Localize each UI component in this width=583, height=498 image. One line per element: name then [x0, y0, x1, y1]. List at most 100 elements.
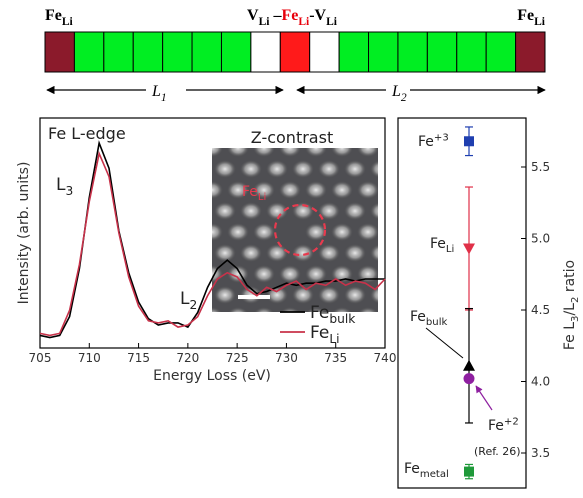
site-cell	[310, 32, 339, 72]
atom-column	[188, 118, 210, 136]
y-tick-label: 4.0	[531, 375, 550, 389]
length-label-sub: 2	[401, 92, 407, 104]
atom-column	[357, 223, 379, 241]
atom-column	[318, 286, 340, 304]
atom-column	[266, 160, 288, 178]
atom-column	[214, 244, 236, 262]
atom-column	[279, 307, 301, 325]
point-label-part: Fe	[404, 461, 420, 477]
point-label-sub: bulk	[426, 317, 448, 328]
atom-column	[396, 202, 418, 220]
atom-column	[331, 181, 353, 199]
point	[463, 360, 475, 371]
point	[463, 244, 475, 255]
x-axis-label: Energy Loss (eV)	[153, 368, 271, 384]
atom-column	[214, 118, 236, 136]
site-cell	[133, 32, 162, 72]
site-label-part: V	[315, 7, 327, 24]
atom-column	[266, 244, 288, 262]
atom-column	[344, 244, 366, 262]
atom-column	[383, 307, 405, 325]
legend-label-sub: bulk	[329, 312, 356, 326]
site-label-part: Fe	[45, 7, 62, 24]
atom-column	[370, 160, 392, 178]
atom-column	[253, 307, 275, 325]
pointer	[426, 328, 463, 358]
atom-column	[227, 139, 249, 157]
atom-column	[370, 244, 392, 262]
y-tick-label: 4.5	[531, 303, 550, 317]
point-label-sup: +2	[504, 416, 519, 427]
site-cell	[74, 32, 103, 72]
point-label: Fe+3	[418, 132, 449, 150]
atom-column	[227, 307, 249, 325]
atom-column	[279, 265, 301, 283]
site-label-sub: Li	[326, 16, 338, 28]
point-label-sub: metal	[420, 469, 449, 480]
x-tick-label: 705	[29, 351, 52, 365]
site-label-sub: Li	[534, 16, 546, 28]
point	[464, 373, 475, 384]
atom-column	[305, 265, 327, 283]
site-cell	[192, 32, 221, 72]
y-axis-label: Fe L3/L2 ratio	[562, 260, 581, 350]
peak-label-sub: 3	[65, 184, 73, 198]
x-tick-label: 720	[176, 351, 199, 365]
atom-column	[201, 307, 223, 325]
inset-label-part: Fe	[242, 184, 258, 200]
x-tick-label: 730	[275, 351, 298, 365]
point	[464, 136, 474, 146]
atom-column	[188, 244, 210, 262]
point-label: Femetal	[404, 461, 449, 480]
site-label: FeLi	[45, 7, 74, 28]
atom-column	[383, 181, 405, 199]
site-cell	[398, 32, 427, 72]
atom-column	[305, 181, 327, 199]
site-cell	[221, 32, 250, 72]
point-label-part: Fe	[430, 236, 446, 252]
atom-column	[175, 181, 197, 199]
x-tick-label: 725	[226, 351, 249, 365]
atom-column	[331, 223, 353, 241]
site-cell	[486, 32, 515, 72]
atom-column	[370, 118, 392, 136]
point-label-part: Fe	[488, 418, 504, 434]
legend-label-part: Fe	[310, 323, 329, 343]
atom-column	[240, 202, 262, 220]
atom-column	[175, 139, 197, 157]
figure: FeLiVLi –FeLi-VLiFeLiL1L2705710715720725…	[0, 0, 583, 498]
chart-title: Fe L-edge	[48, 124, 126, 143]
atom-column	[214, 286, 236, 304]
atom-column	[188, 202, 210, 220]
y-axis-label-part: Fe L	[562, 322, 578, 350]
atom-column	[292, 160, 314, 178]
atom-column	[344, 202, 366, 220]
site-cell	[516, 32, 545, 72]
atom-column	[188, 160, 210, 178]
y-axis-label-part: ratio	[562, 260, 578, 297]
y-axis-label: Intensity (arb. units)	[16, 162, 32, 305]
site-cell	[457, 32, 486, 72]
y-tick-label: 5.0	[531, 232, 550, 246]
legend-label: FeLi	[310, 323, 340, 346]
x-tick-label: 735	[324, 351, 347, 365]
defect-diagram	[45, 32, 545, 72]
y-tick-label: 3.5	[531, 446, 550, 460]
atom-column	[175, 223, 197, 241]
atom-column	[292, 244, 314, 262]
site-label-part: Fe	[281, 7, 298, 24]
point-label-part: Fe	[418, 134, 434, 150]
atom-column	[162, 118, 184, 136]
annotation: (Ref. 26)	[474, 445, 521, 458]
atom-column	[344, 160, 366, 178]
site-cell	[45, 32, 74, 72]
y-tick-label: 5.5	[531, 160, 550, 174]
site-cell	[251, 32, 280, 72]
atom-column	[396, 244, 418, 262]
legend-label-sub: Li	[329, 332, 339, 346]
plot-frame	[398, 118, 526, 488]
peak-label: L2	[180, 289, 197, 312]
site-cell	[427, 32, 456, 72]
point-label-sub: Li	[446, 244, 454, 255]
site-cell	[369, 32, 398, 72]
